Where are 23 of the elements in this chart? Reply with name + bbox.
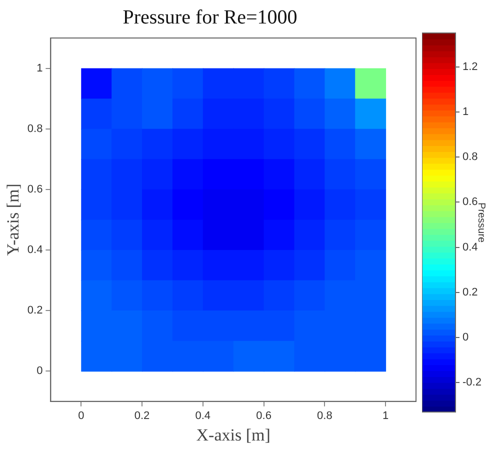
x-tick-label: 0.4 <box>195 410 211 422</box>
y-axis-title: Y-axis [m] <box>4 184 23 256</box>
y-tick-label: 0.8 <box>27 122 43 135</box>
color-bar-label: 0.8 <box>462 151 478 164</box>
x-tick-label: 0.8 <box>317 410 332 422</box>
x-axis-title: X-axis [m] <box>196 425 270 444</box>
chart-title: Pressure for Re=1000 <box>122 6 298 28</box>
y-tick-label: 0.2 <box>27 304 43 317</box>
y-tick-label: 0.6 <box>27 183 43 196</box>
color-bar-label: 0 <box>462 332 469 344</box>
x-tick-label: 0 <box>78 410 84 422</box>
y-tick-label: 1 <box>36 62 43 74</box>
color-bar-label: -0.2 <box>462 376 482 389</box>
color-bar-label: 0.4 <box>462 241 478 254</box>
y-tick-label: 0.4 <box>27 244 43 256</box>
color-bar-label: 1.2 <box>462 60 478 73</box>
x-tick-label: 1 <box>382 410 389 422</box>
y-tick-label: 0 <box>36 365 43 378</box>
x-tick-label: 0.6 <box>256 410 272 422</box>
x-tick-label: 0.2 <box>134 410 150 422</box>
color-bar-label: 0.6 <box>462 196 478 208</box>
color-bar-label: 0.2 <box>462 286 478 298</box>
color-bar-label: 1 <box>462 106 469 118</box>
